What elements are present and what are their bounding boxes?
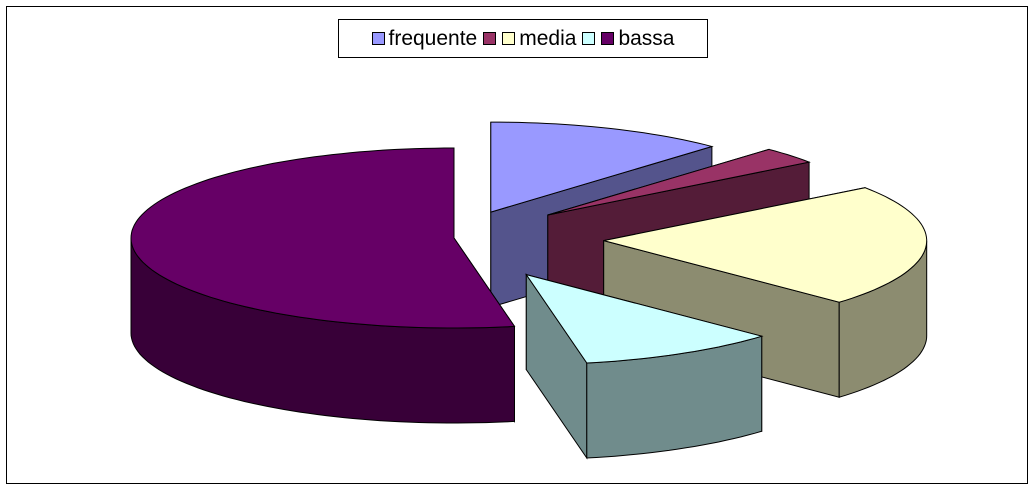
legend-label-frequente: frequente [388, 26, 478, 50]
legend-item-unlabeled-2 [582, 32, 596, 45]
pie-slice-media [603, 187, 928, 398]
legend-item-unlabeled-1 [483, 32, 497, 45]
legend-swatch-unlabeled-1 [483, 32, 497, 45]
legend-swatch-frequente [371, 32, 385, 45]
legend-item-bassa: bassa [601, 26, 675, 51]
legend-swatch-unlabeled-2 [582, 32, 596, 45]
legend-item-frequente: frequente [371, 26, 478, 51]
legend-label-bassa: bassa [618, 26, 675, 50]
legend-swatch-bassa [601, 32, 615, 45]
pie-slice-unlabeled-3 [525, 272, 764, 460]
legend-label-media: media [519, 26, 577, 50]
legend-item-media: media [502, 27, 576, 51]
pie-slice-bassa [130, 147, 516, 424]
chart-legend: frequente media bassa [338, 19, 708, 58]
legend-swatch-media [502, 32, 516, 45]
